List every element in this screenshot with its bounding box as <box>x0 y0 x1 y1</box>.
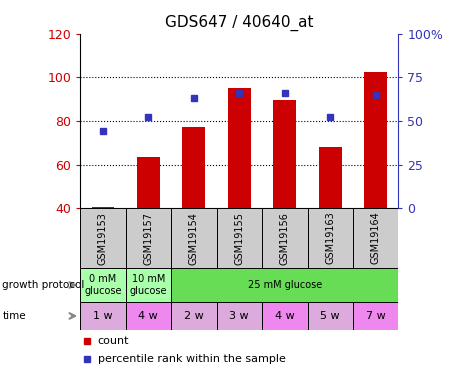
Bar <box>125 208 171 268</box>
Bar <box>217 302 262 330</box>
Bar <box>319 147 342 208</box>
Title: GDS647 / 40640_at: GDS647 / 40640_at <box>165 15 314 31</box>
Text: 4 w: 4 w <box>275 311 294 321</box>
Bar <box>80 268 125 302</box>
Text: GSM19153: GSM19153 <box>98 211 108 265</box>
Text: 7 w: 7 w <box>366 311 386 321</box>
Bar <box>171 302 217 330</box>
Text: 4 w: 4 w <box>138 311 158 321</box>
Bar <box>228 88 251 208</box>
Bar <box>125 302 171 330</box>
Text: 25 mM glucose: 25 mM glucose <box>248 280 322 290</box>
Text: 3 w: 3 w <box>229 311 249 321</box>
Text: GSM19154: GSM19154 <box>189 211 199 265</box>
Text: 1 w: 1 w <box>93 311 113 321</box>
Bar <box>353 208 398 268</box>
Bar <box>171 208 217 268</box>
Bar <box>262 302 307 330</box>
Bar <box>365 72 387 208</box>
Text: count: count <box>98 336 129 345</box>
Bar <box>137 157 160 208</box>
Bar <box>262 208 307 268</box>
Bar <box>80 302 125 330</box>
Bar <box>307 208 353 268</box>
Text: time: time <box>2 311 26 321</box>
Text: GSM19157: GSM19157 <box>143 211 153 265</box>
Bar <box>125 268 171 302</box>
Bar <box>217 208 262 268</box>
Bar <box>182 128 205 208</box>
Text: 2 w: 2 w <box>184 311 204 321</box>
Bar <box>80 208 125 268</box>
Text: 10 mM
glucose: 10 mM glucose <box>130 274 167 296</box>
Text: percentile rank within the sample: percentile rank within the sample <box>98 354 285 364</box>
Bar <box>92 207 114 208</box>
Text: 5 w: 5 w <box>321 311 340 321</box>
Text: 0 mM
glucose: 0 mM glucose <box>84 274 122 296</box>
Text: GSM19163: GSM19163 <box>325 212 335 264</box>
Text: GSM19164: GSM19164 <box>371 212 381 264</box>
Text: GSM19155: GSM19155 <box>234 211 244 265</box>
Text: GSM19156: GSM19156 <box>280 211 290 265</box>
Bar <box>353 302 398 330</box>
Bar <box>307 302 353 330</box>
Bar <box>171 268 398 302</box>
Bar <box>273 100 296 208</box>
Text: growth protocol: growth protocol <box>2 280 85 290</box>
